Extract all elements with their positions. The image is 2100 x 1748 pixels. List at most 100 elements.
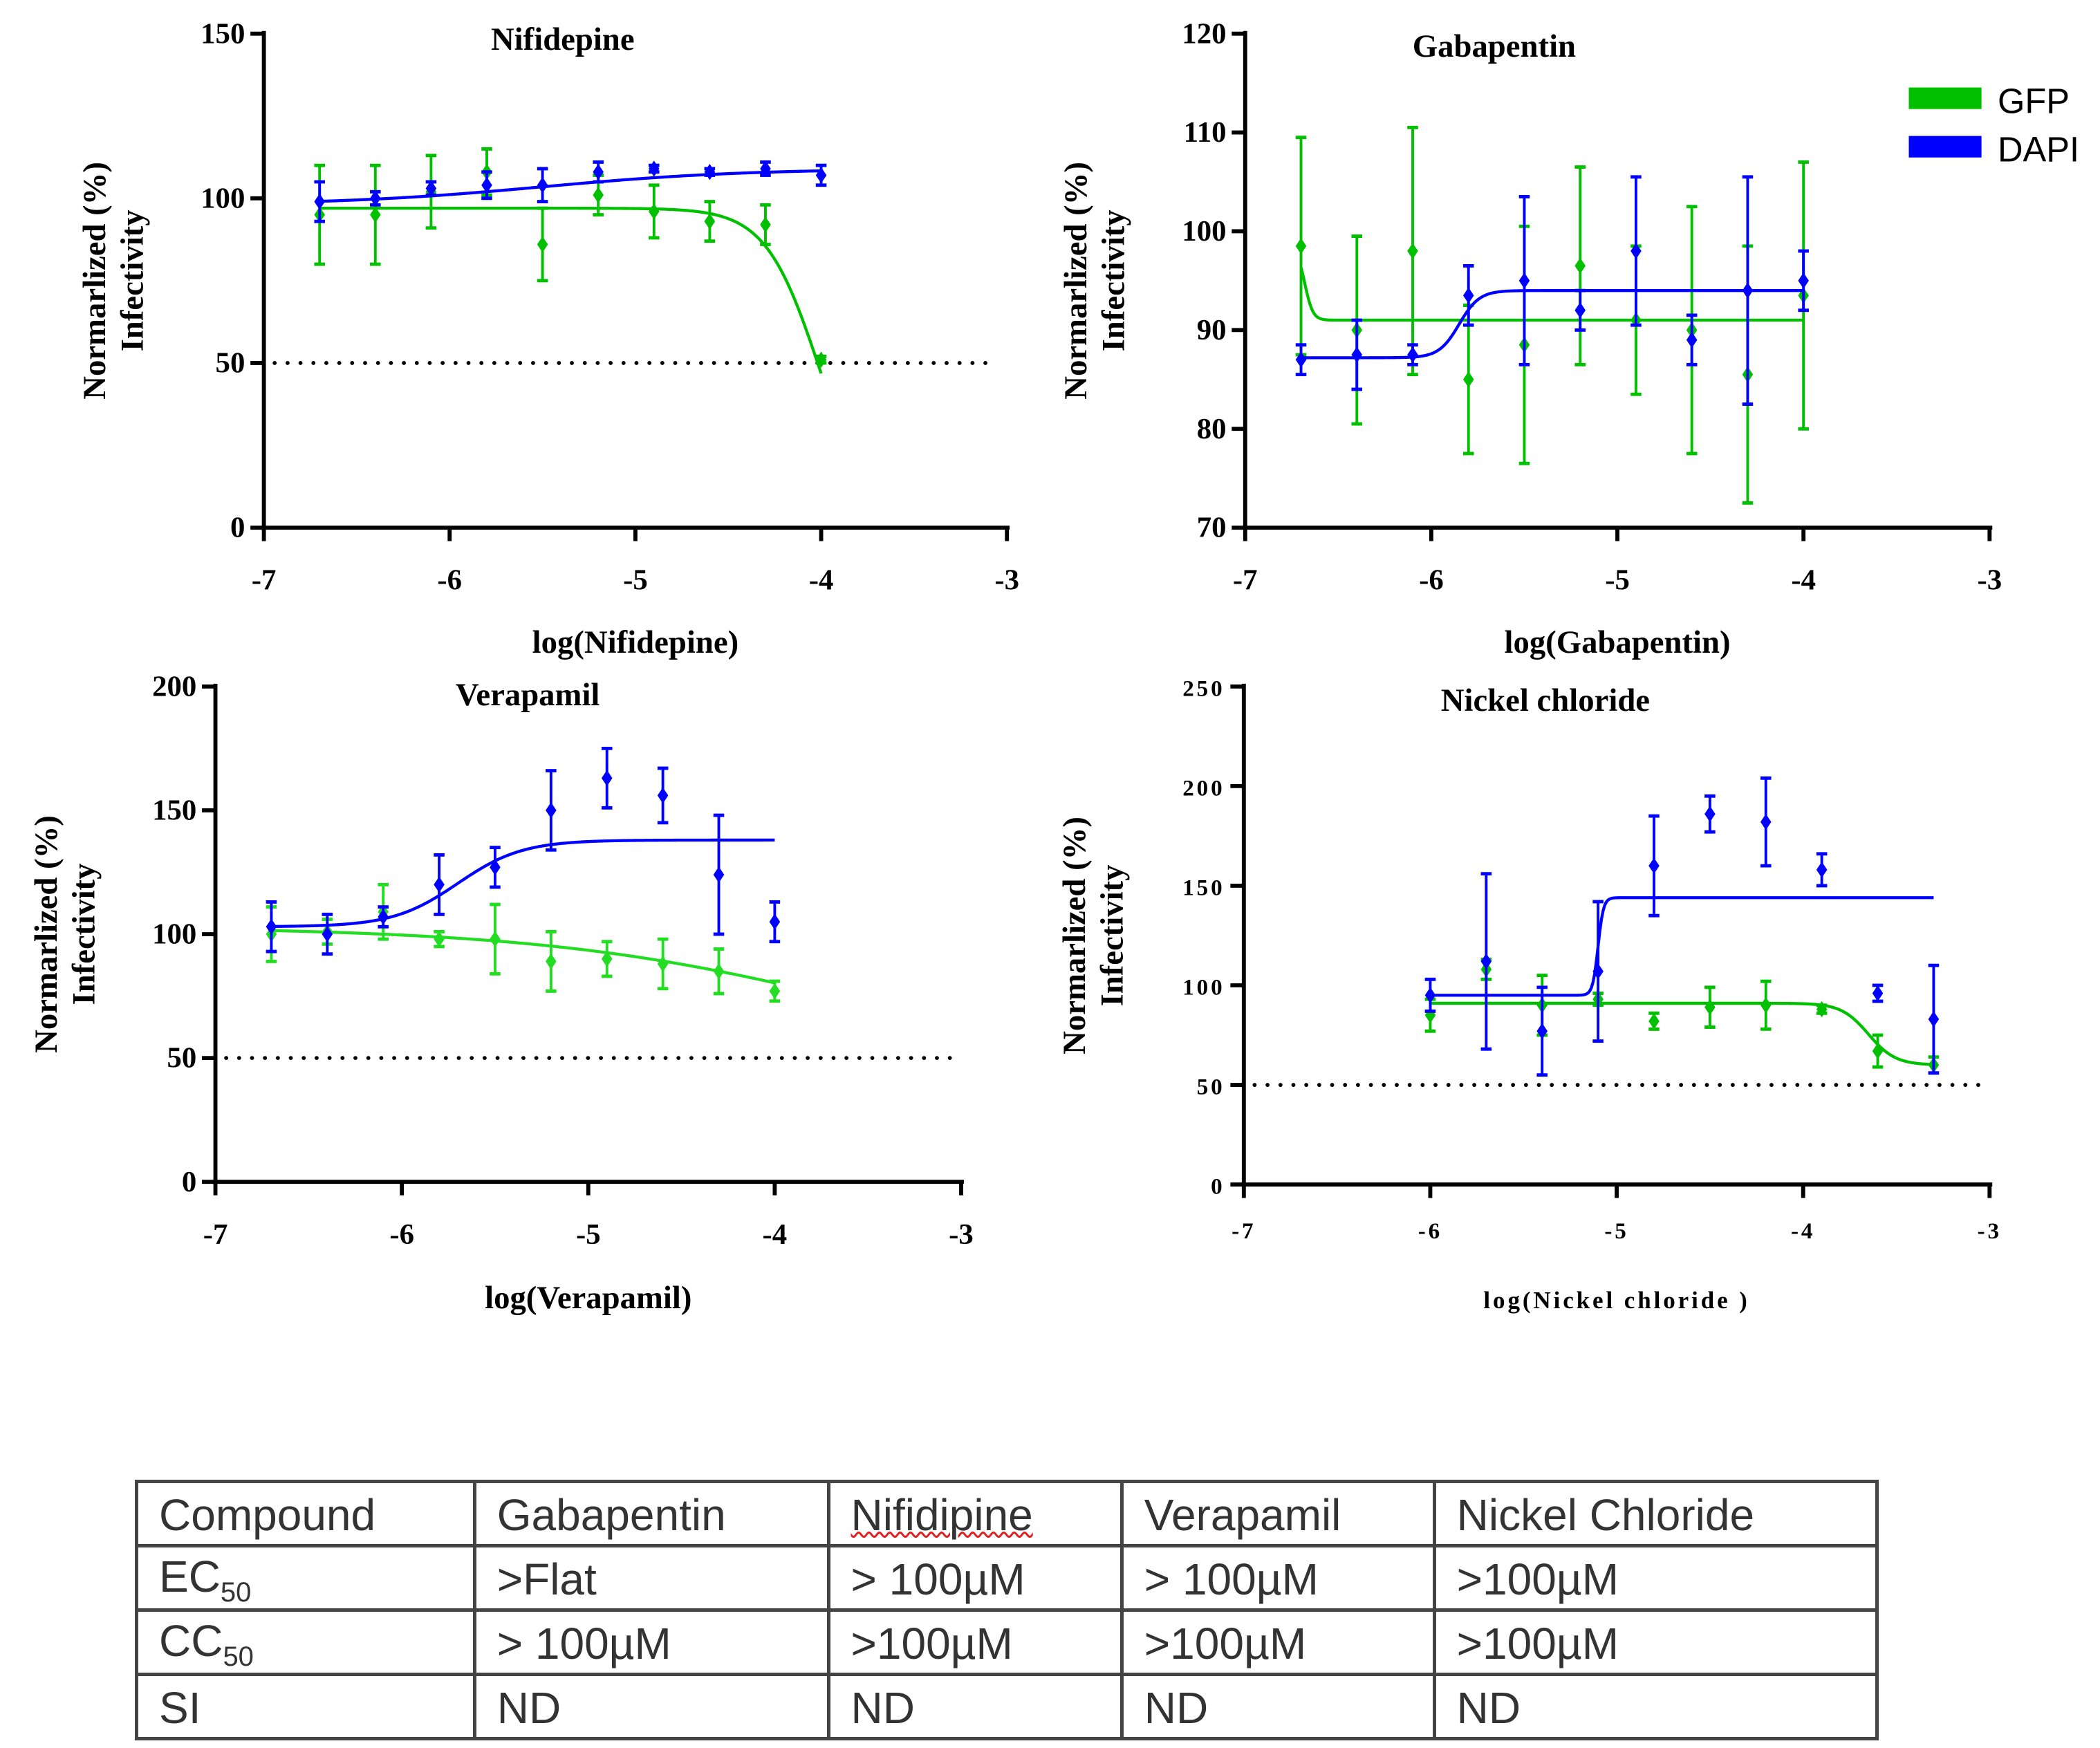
data-point — [1816, 862, 1828, 878]
data-point — [1760, 997, 1772, 1014]
data-point — [1518, 272, 1530, 289]
table-cell: >100µM — [826, 1608, 1124, 1676]
data-point — [815, 351, 827, 368]
data-point — [713, 866, 725, 883]
data-point — [657, 956, 669, 972]
y-tick-label: 0 — [230, 512, 245, 544]
x-tick-label: -4 — [1791, 1219, 1815, 1244]
y-tick-label: 70 — [1197, 512, 1227, 544]
data-point — [1742, 282, 1754, 299]
data-point — [1648, 857, 1660, 874]
table-cell: >Flat — [472, 1544, 830, 1612]
data-point — [1592, 963, 1604, 980]
row-label: EC50 — [135, 1544, 476, 1612]
data-point — [1407, 346, 1418, 363]
legend-swatch-gfp — [1908, 87, 1982, 109]
data-point — [1462, 371, 1474, 388]
series-dapi — [1295, 175, 1809, 406]
table-cell: ND — [472, 1673, 830, 1740]
y-axis-label-line2: Infectivity — [66, 864, 102, 1005]
data-point — [657, 787, 669, 804]
y-tick-label: 100 — [201, 182, 245, 214]
fit-curve — [271, 838, 775, 929]
data-point — [760, 216, 771, 233]
data-point — [546, 953, 557, 970]
table-cell: > 100µM — [1119, 1544, 1436, 1612]
table-cell: ND — [1119, 1673, 1436, 1740]
data-point — [769, 913, 781, 930]
table-cell: >100µM — [1432, 1608, 1879, 1676]
x-tick-label: -4 — [763, 1218, 788, 1251]
y-tick-label: 100 — [152, 918, 196, 951]
chart-title: Nickel chloride — [1441, 682, 1650, 718]
table-cell: >100µM — [1432, 1544, 1879, 1612]
legend-swatch-dapi — [1908, 136, 1982, 158]
data-point — [1686, 331, 1698, 348]
chart-nickel-chloride: 0 50 100 150 200 250 -7 -6 -5 -4 -3 Nickel chloride… — [1057, 676, 2002, 1314]
row-label-text: EC — [159, 1551, 221, 1601]
y-axis-label: Normarlized (%) Infectivity — [1058, 162, 1132, 400]
series-gfp — [314, 147, 827, 374]
table-cell: ND — [826, 1673, 1124, 1740]
fit-curve — [1430, 896, 1934, 997]
chart-verapamil: 0 50 100 150 200 -7 -6 -5 -4 -3 Verapamil log(Verap… — [28, 670, 974, 1316]
x-tick-label: -7 — [203, 1218, 228, 1251]
x-tick-label: -6 — [389, 1218, 414, 1251]
legend: GFP DAPI — [1908, 82, 2079, 169]
table-cell: >100µM — [1119, 1608, 1436, 1676]
table-row-cc50: CC50 > 100µM >100µM >100µM >100µM — [135, 1608, 1879, 1676]
y-tick-label: 80 — [1197, 413, 1227, 445]
data-point — [815, 167, 827, 184]
x-tick-label: -5 — [1604, 1219, 1628, 1244]
x-tick-label: -6 — [1418, 1219, 1442, 1244]
x-tick-label: -3 — [1978, 1219, 2002, 1244]
data-point — [601, 951, 613, 967]
data-point — [537, 236, 548, 253]
legend-label: DAPI — [1998, 130, 2079, 169]
x-axis-label: log(Nickel chloride ) — [1483, 1287, 1749, 1314]
chart-gabapentin: 70 80 90 100 110 120 -7 -6 -5 -4 -3 Gabapentin log(G… — [1058, 17, 2002, 660]
data-point — [1407, 243, 1418, 259]
data-point — [713, 963, 725, 980]
data-point — [648, 203, 660, 220]
y-tick-label: 250 — [1182, 676, 1225, 701]
fit-curve — [319, 169, 821, 203]
header-cell: Compound — [135, 1480, 476, 1547]
y-tick-label: 0 — [1211, 1175, 1225, 1200]
y-tick-label: 50 — [1197, 1075, 1225, 1100]
chart-title: Nifidepine — [491, 21, 635, 57]
y-axis-label-line2: Infectivity — [1096, 210, 1132, 351]
data-point — [1928, 1011, 1940, 1028]
y-axis-label-line1: Normarlized (%) — [1058, 162, 1094, 400]
data-point — [1574, 257, 1586, 275]
data-point — [1704, 806, 1716, 822]
y-axis-label: Normarlized (%) Infectivity — [1057, 817, 1131, 1054]
data-point — [1351, 346, 1363, 363]
data-point — [1872, 985, 1884, 1002]
x-tick-label: -7 — [1233, 564, 1258, 597]
data-point — [314, 193, 326, 210]
data-point — [1760, 814, 1772, 830]
row-label-text: CC — [159, 1615, 223, 1666]
series-gfp — [266, 882, 781, 1003]
y-axis-label-line2: Infectivity — [1095, 864, 1131, 1006]
table-row-ec50: EC50 >Flat > 100µM > 100µM >100µM — [135, 1544, 1879, 1612]
chart-title: Verapamil — [456, 677, 600, 713]
table-header-row: Compound Gabapentin Nifidipine Verapamil… — [135, 1480, 1879, 1547]
series-dapi — [266, 746, 781, 956]
legend-label: GFP — [1998, 82, 2070, 121]
x-tick-label: -3 — [1977, 564, 2002, 597]
fit-curve — [319, 206, 823, 374]
data-point — [266, 918, 277, 935]
chart-nifidepine: 0 50 100 150 -7 -6 -5 -4 -3 Nifidepine log(Nifidep… — [77, 17, 1019, 660]
chart-title: Gabapentin — [1413, 28, 1576, 64]
data-point — [378, 909, 389, 925]
y-tick-label: 200 — [1182, 777, 1225, 801]
row-label: SI — [135, 1673, 476, 1740]
row-label-sub: 50 — [223, 1641, 254, 1672]
data-point — [760, 160, 771, 177]
y-tick-label: 100 — [1182, 976, 1225, 1001]
y-tick-label: 100 — [1182, 215, 1226, 248]
